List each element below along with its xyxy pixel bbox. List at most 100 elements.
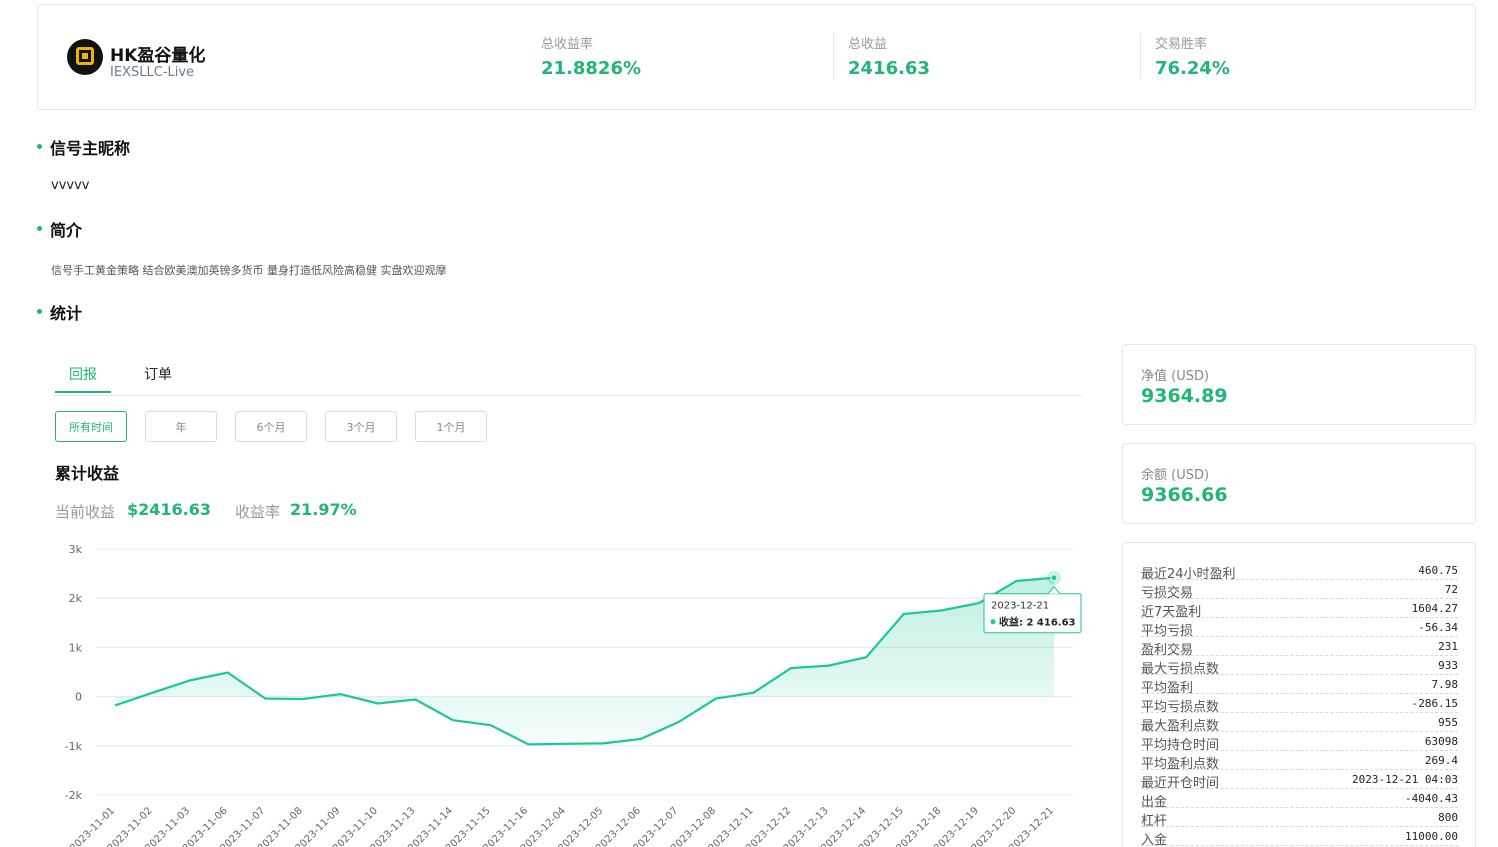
tab-returns[interactable]: 回报 — [55, 364, 111, 393]
metric-value: 231 — [1438, 640, 1458, 653]
metric-value: 955 — [1438, 716, 1458, 729]
chart-title: 累计收益 — [55, 464, 120, 483]
metric-row: 最大亏损点数 933 — [1141, 656, 1458, 677]
return-rate-label: 收益率 — [235, 503, 281, 521]
stat-value: 76.24% — [1155, 58, 1230, 79]
cumulative-profit-chart[interactable]: 3k2k1k0-1k-2k2023-11-012023-11-022023-11… — [40, 535, 1090, 847]
metric-label: 最近24小时盈利 — [1141, 567, 1236, 582]
range-6-months-button[interactable]: 6个月 — [235, 411, 307, 442]
metric-row: 平均盈利 7.98 — [1141, 675, 1459, 696]
divider — [833, 33, 834, 79]
metric-row: 平均盈利点数 269.4 — [1141, 751, 1458, 772]
balance-value: 9366.66 — [1141, 484, 1228, 506]
y-tick-label: -2k — [65, 789, 83, 802]
metric-row: 杠杆 800 — [1141, 808, 1458, 829]
section-title-stats: 统计 — [37, 300, 82, 324]
metric-row: 平均亏损 -56.34 — [1141, 618, 1458, 639]
metric-label: 平均盈利点数 — [1141, 757, 1220, 772]
metric-value: 1604.27 — [1411, 602, 1458, 615]
stats-tabs: 回报 订单 — [54, 363, 1082, 396]
stat-label: 交易胜率 — [1155, 37, 1208, 52]
metric-row: 最近24小时盈利 460.75 — [1141, 561, 1458, 582]
metric-value: -56.34 — [1418, 621, 1458, 634]
metrics-card: 最近24小时盈利 460.75 亏损交易 72 近7天盈利 1604.27 平均亏损 -56.… — [1122, 542, 1476, 847]
metric-row: 出金 -4040.43 — [1141, 789, 1458, 810]
metric-label: 亏损交易 — [1141, 586, 1194, 601]
section-title-intro: 简介 — [37, 217, 82, 241]
balance-card: 余额 (USD) 9366.66 — [1122, 443, 1476, 524]
metric-row: 近7天盈利 1604.27 — [1141, 599, 1458, 620]
metric-label: 最大亏损点数 — [1141, 662, 1220, 677]
metric-row: 平均持仓时间 63098 — [1141, 732, 1458, 753]
metric-value: 72 — [1444, 583, 1458, 596]
balance-label: 余额 (USD) — [1141, 468, 1210, 483]
metric-label: 近7天盈利 — [1141, 605, 1202, 620]
metric-row: 最近开仓时间 2023-12-21 04:03 — [1141, 770, 1458, 791]
metric-label: 平均持仓时间 — [1141, 738, 1220, 753]
stat-value: 2416.63 — [848, 58, 930, 79]
stat-win-rate: 交易胜率 76.24% — [1155, 33, 1230, 79]
metric-label: 入金 — [1141, 833, 1168, 847]
metric-row: 盈利交易 231 — [1141, 637, 1458, 658]
range-year-button[interactable]: 年 — [145, 411, 217, 442]
signal-intro: 信号手工黄金策略 结合欧美澳加英镑多货币 量身打造低风险高稳健 实盘欢迎观摩 — [51, 264, 447, 277]
highlight-point — [1050, 574, 1058, 582]
metric-value: 7.98 — [1431, 678, 1459, 691]
signal-nickname: vvvvv — [51, 178, 90, 193]
y-tick-label: 0 — [75, 691, 82, 704]
stat-label: 总收益 — [848, 37, 888, 52]
brand-account: IEXSLLC-Live — [110, 65, 195, 80]
current-profit-value: $2416.63 — [127, 500, 212, 519]
metric-label: 平均亏损 — [1141, 624, 1194, 639]
metric-value: 63098 — [1424, 735, 1458, 748]
tooltip-date: 2023-12-21 — [991, 601, 1049, 612]
metric-label: 杠杆 — [1141, 814, 1168, 829]
y-tick-label: 3k — [69, 543, 83, 556]
x-tick-label: 2023-11-01 — [68, 805, 117, 847]
y-tick-label: 1k — [69, 641, 83, 654]
tooltip-arrow — [1047, 585, 1061, 595]
current-profit-label: 当前收益 — [55, 503, 116, 521]
metric-label: 盈利交易 — [1141, 643, 1194, 658]
brand-name: HK盈谷量化 — [110, 46, 206, 66]
net-value: 9364.89 — [1141, 385, 1228, 407]
metric-value: 2023-12-21 04:03 — [1352, 773, 1458, 786]
stat-total-profit: 总收益 2416.63 — [848, 33, 930, 79]
stat-total-return-rate: 总收益率 21.8826% — [541, 33, 641, 79]
range-all-time-button[interactable]: 所有时间 — [55, 411, 127, 442]
profit-line — [114, 576, 1055, 746]
range-1-month-button[interactable]: 1个月 — [415, 411, 487, 442]
metric-value: 11000.00 — [1405, 830, 1458, 843]
metric-value: -4040.43 — [1405, 792, 1458, 805]
brand-logo — [67, 39, 103, 75]
net-value-card: 净值 (USD) 9364.89 — [1122, 344, 1476, 425]
metric-label: 最大盈利点数 — [1141, 719, 1220, 734]
return-rate-value: 21.97% — [290, 500, 357, 519]
signal-header-card: HK盈谷量化 IEXSLLC-Live 总收益率 21.8826% 总收益 24… — [37, 4, 1476, 110]
y-tick-label: 2k — [69, 592, 83, 605]
stat-label: 总收益率 — [541, 37, 594, 52]
metric-row: 平均亏损点数 -286.15 — [1141, 694, 1458, 715]
metric-label: 出金 — [1141, 795, 1168, 810]
metric-value: 800 — [1438, 811, 1458, 824]
metric-label: 平均亏损点数 — [1141, 700, 1220, 715]
profit-area — [115, 577, 1054, 745]
metric-row: 最大盈利点数 955 — [1141, 713, 1458, 734]
divider — [1140, 33, 1141, 79]
metric-row: 亏损交易 72 — [1141, 580, 1458, 601]
tooltip-value: 收益: 2 416.63 — [999, 616, 1076, 629]
section-title-nickname: 信号主昵称 — [37, 135, 130, 159]
y-tick-label: -1k — [65, 740, 83, 753]
tooltip-box — [983, 593, 1082, 634]
metric-value: 269.4 — [1424, 754, 1458, 767]
tab-orders[interactable]: 订单 — [144, 367, 172, 383]
range-3-months-button[interactable]: 3个月 — [325, 411, 397, 442]
chart-tooltip: 2023-12-21 收益: 2 416.63 — [983, 585, 1082, 634]
metric-row: 入金 11000.00 — [1141, 827, 1458, 847]
metric-label: 平均盈利 — [1141, 681, 1194, 696]
metric-label: 最近开仓时间 — [1141, 776, 1220, 791]
tooltip-marker — [990, 619, 996, 625]
metric-value: 933 — [1438, 659, 1458, 672]
metric-value: -286.15 — [1411, 697, 1458, 710]
stat-value: 21.8826% — [541, 58, 642, 79]
